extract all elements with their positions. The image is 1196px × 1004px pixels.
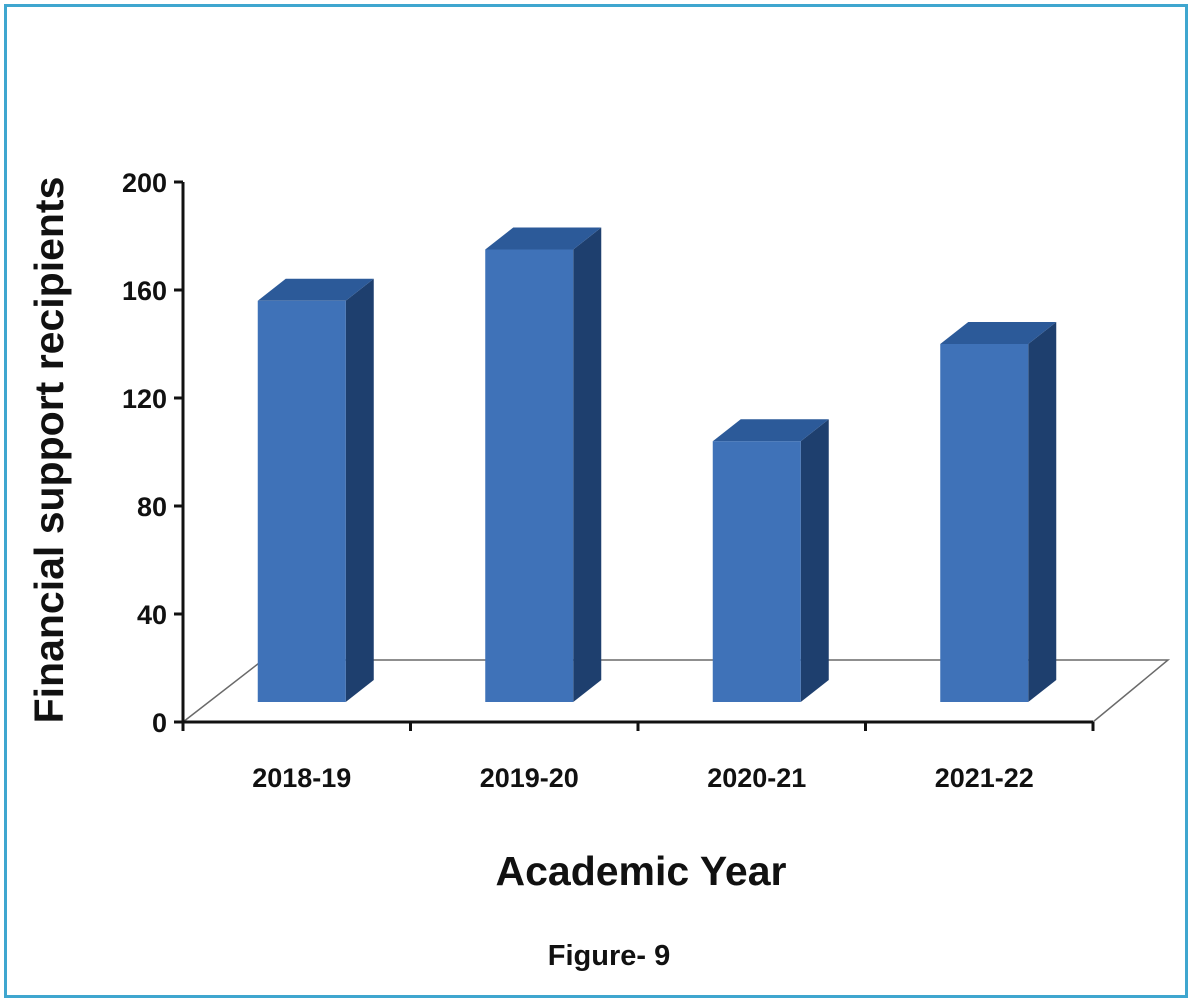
x-tick-label: 2018-19 bbox=[252, 763, 351, 793]
bar bbox=[485, 227, 602, 702]
y-tick-label: 120 bbox=[122, 384, 167, 414]
bar bbox=[712, 419, 829, 702]
bar-front-face bbox=[940, 344, 1029, 702]
bar bbox=[940, 322, 1057, 702]
bar-side-face bbox=[800, 419, 829, 702]
bars bbox=[257, 227, 1057, 702]
y-tick-label: 80 bbox=[137, 492, 167, 522]
bar-top-face bbox=[940, 322, 1057, 344]
bar-front-face bbox=[485, 249, 574, 702]
x-tick-label: 2019-20 bbox=[480, 763, 579, 793]
x-tick-labels: 2018-19 2019-20 2020-21 2021-22 bbox=[252, 763, 1034, 793]
bar bbox=[257, 278, 374, 702]
x-ticks bbox=[181, 722, 1095, 731]
bar-top-face bbox=[485, 227, 602, 250]
bar-front-face bbox=[712, 441, 801, 702]
x-tick-label: 2020-21 bbox=[707, 763, 806, 793]
y-tick-label: 40 bbox=[137, 600, 167, 630]
bar-front-face bbox=[257, 300, 346, 702]
y-axis-title: Financial support recipients bbox=[26, 177, 72, 724]
bar-top-face bbox=[257, 278, 374, 301]
y-tick-label: 200 bbox=[122, 168, 167, 198]
y-ticks: 0 40 80 120 160 200 bbox=[122, 168, 183, 738]
bar-side-face bbox=[573, 227, 602, 702]
bar-side-face bbox=[1028, 322, 1057, 702]
bar-top-face bbox=[712, 419, 829, 442]
x-tick-label: 2021-22 bbox=[935, 763, 1034, 793]
y-tick-label: 160 bbox=[122, 276, 167, 306]
figure-caption: Figure- 9 bbox=[548, 940, 670, 972]
x-axis-title: Academic Year bbox=[495, 848, 786, 894]
y-tick-label: 0 bbox=[152, 708, 167, 738]
bar-side-face bbox=[345, 278, 374, 702]
